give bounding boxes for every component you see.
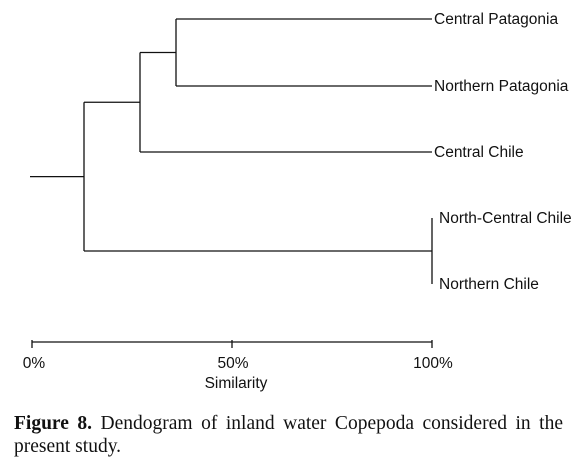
figure-caption: Figure 8. Dendogram of inland water Cope…	[14, 412, 563, 458]
leaf-label-central-chile: Central Chile	[434, 144, 524, 161]
tick-label-100: 100%	[413, 355, 453, 372]
tick-label-50: 50%	[217, 355, 248, 372]
caption-label: Figure 8.	[14, 413, 93, 434]
caption-text: Dendogram of inland water Copepoda consi…	[14, 413, 563, 457]
leaf-label-central-patagonia: Central Patagonia	[434, 11, 558, 28]
similarity-axis	[31, 340, 433, 348]
tick-label-0: 0%	[23, 355, 46, 372]
axis-title-similarity: Similarity	[205, 375, 268, 392]
leaf-label-northern-patagonia: Northern Patagonia	[434, 78, 569, 95]
leaf-label-north-central-chile: North-Central Chile	[439, 210, 572, 227]
dendrogram-branches	[30, 18, 433, 284]
leaf-label-northern-chile: Northern Chile	[439, 276, 539, 293]
dendrogram: Central Patagonia Northern Patagonia Cen…	[23, 11, 572, 392]
